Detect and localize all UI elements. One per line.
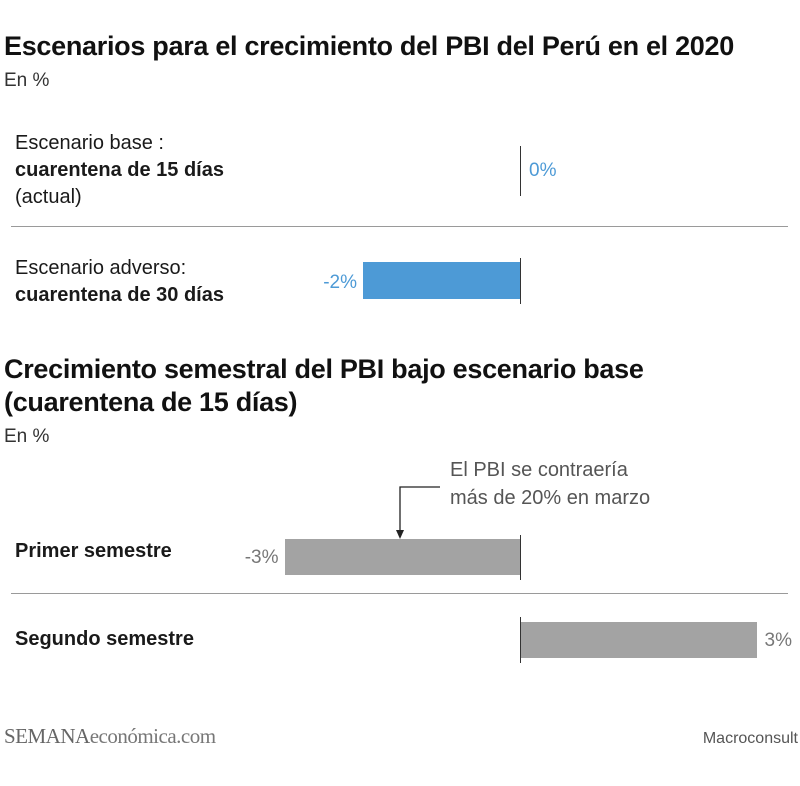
chart1-row2-bar: [363, 262, 520, 299]
brand-part1: SEMANA: [4, 724, 90, 748]
chart2-row1-label: Primer semestre: [15, 540, 172, 562]
chart2-title-line1: Crecimiento semestral del PBI bajo escen…: [4, 354, 644, 384]
row-label-line3: (actual): [15, 186, 82, 208]
chart1-row2-zero-axis: [520, 258, 521, 304]
chart1-row1-label: Escenario base : cuarentena de 15 días (…: [15, 130, 224, 211]
chart2-row1-zero-axis: [520, 535, 521, 580]
chart2-row2-label: Segundo semestre: [15, 628, 194, 650]
annotation-line1: El PBI se contraería: [450, 459, 628, 481]
chart1-row-separator: [11, 226, 788, 227]
chart2-row-separator: [11, 593, 788, 594]
chart2-title: Crecimiento semestral del PBI bajo escen…: [4, 353, 644, 419]
chart2-row2-value-label: 3%: [764, 630, 792, 651]
chart1-row2-value-label: -2%: [323, 272, 357, 293]
chart1-row2-label: Escenario adverso: cuarentena de 30 días: [15, 255, 224, 309]
source-label: Macroconsult: [702, 730, 798, 747]
row-label-line2: cuarentena de 30 días: [15, 284, 224, 306]
chart2-annotation: El PBI se contraería más de 20% en marzo: [450, 456, 650, 512]
annotation-line2: más de 20% en marzo: [450, 487, 651, 509]
chart1-unit: En %: [4, 70, 50, 91]
chart2-row1-bar: [284, 539, 520, 575]
chart1-title: Escenarios para el crecimiento del PBI d…: [4, 31, 734, 61]
chart2-row2-zero-axis: [520, 617, 521, 663]
chart2-unit: En %: [4, 426, 50, 447]
chart2-title-line2: (cuarentena de 15 días): [4, 387, 298, 417]
chart2-row1-value-label: -3%: [244, 547, 279, 568]
row-label-line1: Escenario base :: [15, 132, 164, 154]
chart1-row1-zero-axis: [520, 146, 521, 196]
row-label-line1: Escenario adverso:: [15, 257, 187, 279]
brand-part2: económica.com: [89, 724, 216, 748]
publisher-logo: SEMANAeconómica.com: [4, 724, 216, 749]
chart2-row2-bar: [521, 622, 757, 658]
chart1-row1-value-label: 0%: [529, 160, 557, 181]
row-label-line2: cuarentena de 15 días: [15, 159, 224, 181]
